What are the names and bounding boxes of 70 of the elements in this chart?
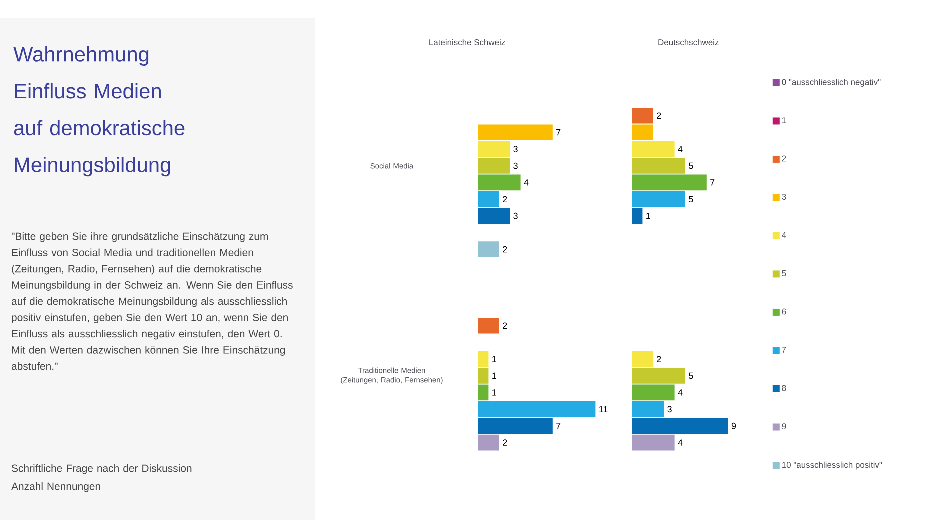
data-label: 7 <box>710 180 715 186</box>
data-label: 3 <box>514 146 518 152</box>
data-label: 1 <box>492 390 496 396</box>
legend-label: 1 <box>782 118 786 124</box>
text: Anzahl Nennungen <box>12 482 100 492</box>
data-label: 5 <box>689 162 694 170</box>
data-label: 1 <box>492 356 496 362</box>
legend-label: 10 "ausschliesslich positiv" <box>782 462 882 470</box>
data-label: 2 <box>503 322 508 330</box>
bar <box>632 384 675 401</box>
legend-label: 9 <box>782 424 786 430</box>
bar <box>478 368 489 384</box>
bar <box>632 418 728 434</box>
data-label: 3 <box>514 212 518 220</box>
data-label: 5 <box>689 372 694 380</box>
bar <box>478 418 553 434</box>
legend-label: 7 <box>782 347 786 353</box>
bar <box>478 402 596 418</box>
bar <box>632 124 654 140</box>
legend-label: 2 <box>782 156 786 162</box>
bar <box>632 434 675 451</box>
chart-title: Lateinische Schweiz <box>430 39 506 46</box>
legend-label: 4 <box>782 232 786 238</box>
data-label: 2 <box>657 356 662 362</box>
data-label: 9 <box>732 422 736 430</box>
data-label: 1 <box>646 213 650 220</box>
data-label: 1 <box>492 372 496 380</box>
bar <box>478 124 553 140</box>
data-label: 7 <box>556 130 561 136</box>
text: Wahrnehmung Einfluss Medien auf demokratische Meinungsbildung <box>14 46 185 177</box>
text: "Bitte geben Sie ihre grundsätzliche Einschätzung zum Einfluss von Social Media und traditionellen Medien (Zeitungen, Radio, Fernsehen) auf die demokratische Meinungsbildung in der Schweiz an. Wenn Sie den Einfluss auf die demokratische Meinungsbildung als ausschliesslich positiv einstufen, geben Sie den Wert 10 an, wenn Sie den Einfluss als ausschliesslich negativ einstufen, den Wert 0. Mit den Werten dazwischen können Sie Ihre Einschätzung abstufen." <box>12 232 293 370</box>
legend-label: 6 <box>782 308 786 315</box>
bar <box>478 192 500 208</box>
text: Schriftliche Frage nach der Diskussion <box>12 464 192 474</box>
data-label: 3 <box>514 162 518 170</box>
data-label: 2 <box>503 196 508 203</box>
bar <box>632 368 686 384</box>
bar <box>478 351 489 368</box>
data-label: 4 <box>524 180 529 186</box>
bar <box>632 141 675 158</box>
data-label: 2 <box>503 440 508 446</box>
data-label: 2 <box>503 246 508 253</box>
bar <box>478 242 500 258</box>
data-label: 3 <box>668 406 672 413</box>
bar <box>478 434 500 451</box>
data-label: 7 <box>556 423 561 430</box>
data-label: 5 <box>689 196 694 203</box>
bar <box>632 174 707 191</box>
bar <box>478 174 521 191</box>
bar <box>632 108 654 124</box>
data-label: 4 <box>678 440 683 446</box>
bar <box>632 402 664 418</box>
data-label: 4 <box>678 390 683 396</box>
bar <box>632 208 643 224</box>
data-label: 2 <box>657 112 662 120</box>
chart-title: Deutschschweiz <box>658 39 719 46</box>
legend-label: 8 <box>782 385 786 392</box>
legend-label: 5 <box>782 270 786 276</box>
data-label: 11 <box>600 406 608 412</box>
data-label: 4 <box>678 146 683 152</box>
bar <box>632 158 686 174</box>
legend-label: 3 <box>782 194 786 200</box>
bar <box>478 208 510 224</box>
bar <box>478 384 489 401</box>
bar <box>632 192 686 208</box>
bar <box>478 318 500 334</box>
bar <box>478 158 510 174</box>
legend-label: 0 "ausschliesslich negativ" <box>782 79 881 87</box>
bar <box>478 141 510 158</box>
bar <box>632 351 654 368</box>
